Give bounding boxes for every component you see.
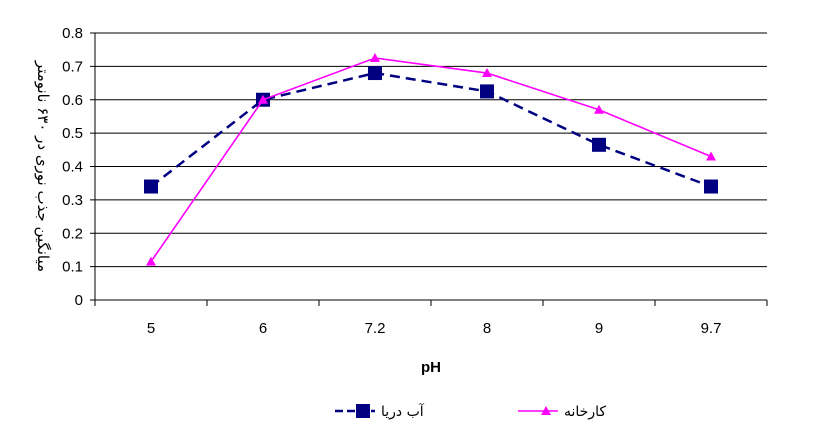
- data-point-0-3: [480, 84, 494, 98]
- y-tick-label: 0.6: [62, 92, 83, 109]
- data-point-1-0: [146, 257, 156, 266]
- x-tick-label: 7.2: [365, 320, 386, 337]
- data-point-1-2: [370, 53, 380, 62]
- x-tick-label: 9: [595, 320, 603, 337]
- x-tick-label: 8: [483, 320, 491, 337]
- data-point-0-0: [144, 180, 158, 194]
- y-axis-label: میانگین جذب نوری در ۶۳۰ نانومتر: [34, 60, 52, 272]
- legend: کارخانه آب دریا: [335, 403, 606, 420]
- y-tick-label: 0.5: [62, 125, 83, 142]
- series-line-1: [151, 58, 711, 262]
- y-tick-label: 0: [75, 292, 83, 309]
- data-point-0-5: [704, 180, 718, 194]
- data-point-1-5: [706, 151, 716, 160]
- x-tick-label: 6: [259, 320, 267, 337]
- legend-item-1: کارخانه: [518, 404, 606, 420]
- x-tick-label: 5: [147, 320, 155, 337]
- data-point-0-2: [368, 66, 382, 80]
- y-tick-label: 0.1: [62, 259, 83, 276]
- legend-marker: [356, 404, 370, 418]
- series-0: [144, 66, 718, 193]
- x-ticks: 5 6 7.2 8 9 9.7: [95, 300, 767, 337]
- y-tick-label: 0.3: [62, 192, 83, 209]
- y-tick-label: 0.7: [62, 58, 83, 75]
- gridlines: [95, 33, 767, 267]
- x-tick-label: 9.7: [701, 320, 722, 337]
- legend-label: آب دریا: [381, 403, 425, 420]
- x-axis-label: pH: [421, 359, 441, 376]
- legend-item-0: آب دریا: [335, 403, 425, 420]
- y-ticks: 0 0.1 0.2 0.3 0.4 0.5 0.6 0.7 0.8: [62, 25, 95, 309]
- y-tick-label: 0.8: [62, 25, 83, 42]
- y-tick-label: 0.2: [62, 225, 83, 242]
- y-tick-label: 0.4: [62, 159, 83, 176]
- data-point-0-4: [592, 138, 606, 152]
- legend-label: کارخانه: [564, 404, 606, 420]
- series-line-0: [151, 73, 711, 186]
